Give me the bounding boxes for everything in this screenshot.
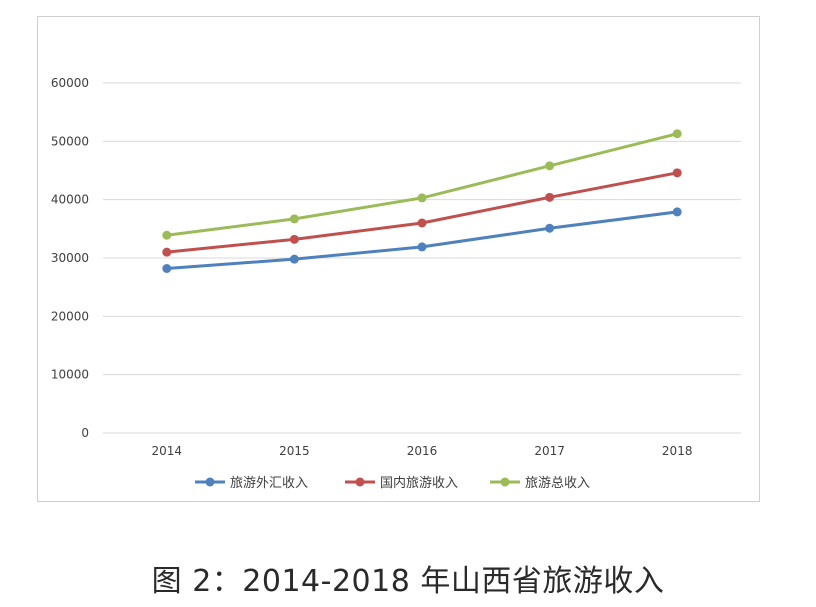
data-point (162, 230, 172, 240)
x-tick-label: 2016 (407, 444, 438, 458)
legend-item: 旅游外汇收入 (195, 476, 308, 491)
y-tick-label: 60000 (51, 76, 89, 90)
data-point (672, 207, 682, 217)
legend: 旅游外汇收入 国内旅游收入 旅游总收入 (195, 475, 590, 491)
y-tick-label: 30000 (51, 251, 89, 265)
data-point (417, 193, 427, 203)
x-tick-label: 2018 (662, 444, 693, 458)
legend-swatch-marker (500, 477, 510, 487)
legend-label: 国内旅游收入 (380, 475, 458, 491)
legend-label: 旅游外汇收入 (230, 476, 308, 491)
data-point (417, 242, 427, 252)
data-point (672, 129, 682, 139)
series-lines (162, 129, 682, 273)
x-axis-ticks: 2014 2015 2016 2017 2018 (152, 444, 693, 458)
line-chart: 0 10000 20000 30000 40000 50000 60000 2014 2015… (51, 76, 741, 491)
gridlines (103, 82, 741, 434)
y-tick-label: 0 (81, 426, 89, 440)
y-axis-ticks: 0 10000 20000 30000 40000 50000 60000 (51, 76, 89, 440)
data-point (289, 234, 299, 244)
series-line (165, 171, 679, 254)
data-point (672, 168, 682, 178)
y-tick-label: 40000 (51, 193, 89, 207)
data-point (417, 218, 427, 228)
data-point (545, 223, 555, 233)
y-tick-label: 50000 (51, 134, 89, 148)
series-3 (162, 129, 682, 240)
y-tick-label: 10000 (51, 368, 89, 382)
x-tick-label: 2014 (152, 444, 183, 458)
legend-item: 旅游总收入 (490, 476, 590, 491)
series-2 (162, 168, 682, 257)
y-tick-label: 20000 (51, 309, 89, 323)
legend-label: 旅游总收入 (525, 476, 590, 491)
chart-frame: 0 10000 20000 30000 40000 50000 60000 2014 2015… (37, 16, 760, 502)
figure-caption: 图 2：2014-2018 年山西省旅游收入 (151, 564, 665, 599)
data-point (545, 161, 555, 171)
data-point (289, 214, 299, 224)
x-tick-label: 2015 (279, 444, 310, 458)
legend-item: 国内旅游收入 (345, 475, 458, 491)
data-point (162, 247, 172, 257)
legend-swatch-marker (355, 477, 365, 487)
series-1 (162, 207, 682, 273)
legend-swatch-marker (205, 477, 215, 487)
data-point (545, 192, 555, 202)
data-point (289, 254, 299, 264)
data-point (162, 264, 172, 273)
x-tick-label: 2017 (534, 444, 565, 458)
